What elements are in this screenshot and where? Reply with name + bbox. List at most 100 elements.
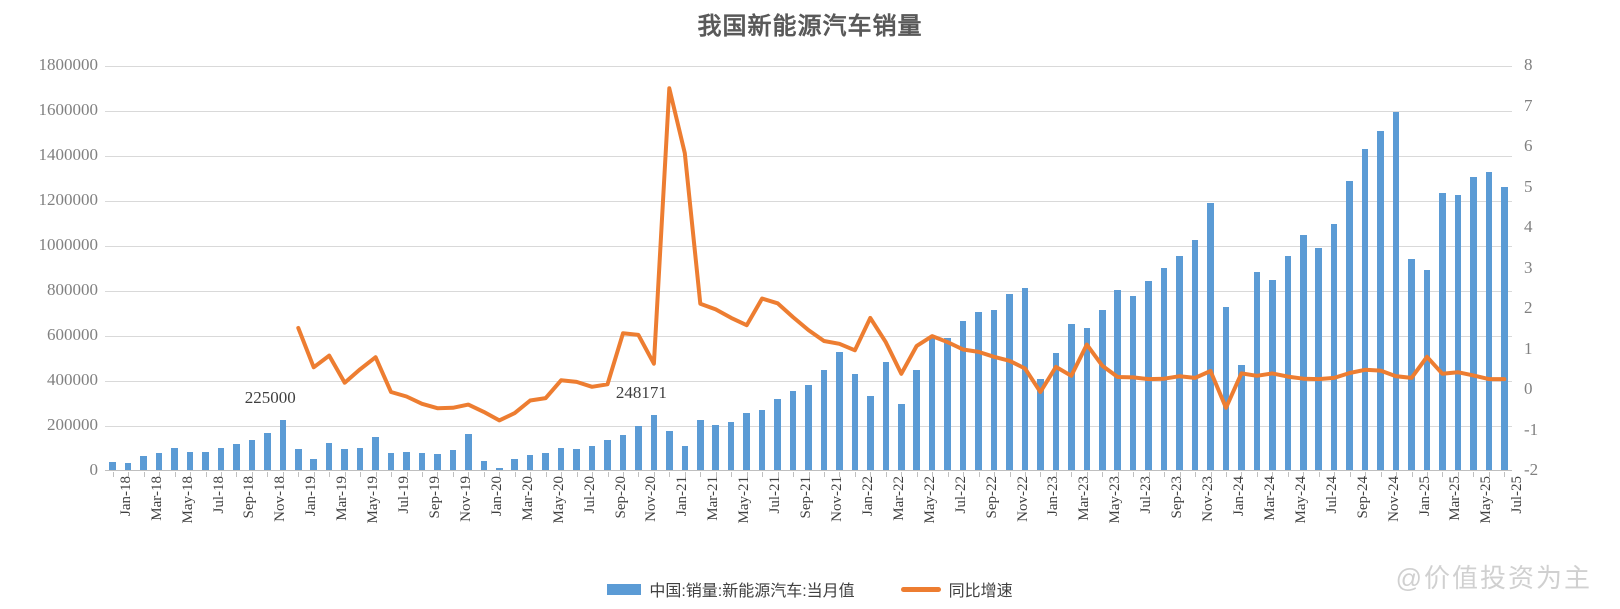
y-right-tick-label: 0 [1524,379,1533,398]
x-tick [669,472,671,477]
bar [789,390,797,471]
x-tick [823,472,825,477]
x-tick [653,472,655,477]
x-tick [1024,472,1026,477]
x-tick [452,472,454,477]
bar [387,453,395,471]
x-tick-label: Sep-21 [798,476,815,519]
x-tick [793,472,795,477]
legend-item-sales[interactable]: 中国:销量:新能源汽车:当月值 [607,577,855,601]
x-tick [1334,472,1336,477]
x-tick-label: Nov-19 [457,476,474,522]
x-tick-label: Mar-23 [1076,476,1093,521]
chart-title: 我国新能源汽车销量 [697,13,923,40]
x-tick-label: Jul-22 [952,476,969,514]
x-tick [916,472,918,477]
x-tick [561,472,563,477]
x-tick [174,472,176,477]
x-tick-label: May-21 [736,476,753,524]
x-tick [128,472,130,477]
x-tick [622,472,624,477]
x-tick [251,472,253,477]
x-tick-label: Jul-21 [767,476,784,514]
x-tick-label: Jul-25 [1509,476,1526,514]
x-tick [190,472,192,477]
x-tick [1365,472,1367,477]
growth-rate-line [296,86,1507,423]
bar [758,410,766,471]
x-tick-label: Jan-21 [674,476,691,516]
gridline [105,66,1512,67]
legend-item-growth[interactable]: 同比增速 [900,577,1013,601]
bar [1454,195,1462,471]
bar [109,462,116,471]
y-right-tick-label: 8 [1524,55,1533,74]
bar [186,452,194,471]
bar [1129,295,1137,471]
x-tick-label: May-22 [921,476,938,524]
x-tick [607,472,609,477]
bar [403,451,410,471]
bar [1300,235,1307,471]
x-tick [205,472,207,477]
x-tick [267,472,269,477]
bar [295,449,302,471]
bar [202,452,209,471]
bar [1330,223,1338,471]
x-tick-label: Sep-22 [983,476,1000,519]
bar [264,432,271,471]
x-tick [375,472,377,477]
bar [1021,287,1029,471]
y-right-tick-label: -2 [1524,460,1539,479]
y-left-tick-label: 1600000 [38,100,99,119]
legend-label-growth: 同比增速 [948,583,1013,600]
x-tick-label: May-19 [365,476,382,524]
x-tick [746,472,748,477]
y-left-tick-label: 400000 [47,370,98,389]
x-tick [313,472,315,477]
x-tick-label: Mar-19 [334,476,351,521]
x-tick [1380,472,1382,477]
x-tick-label: Sep-24 [1354,476,1371,519]
x-tick [1210,472,1212,477]
x-tick [1133,472,1135,477]
x-tick [932,472,934,477]
bar [372,436,379,471]
x-tick-label: Nov-21 [828,476,845,522]
bar [449,449,457,471]
x-tick-label: Jan-24 [1230,476,1247,516]
x-tick-label: Nov-24 [1385,476,1402,522]
gridline [105,156,1512,157]
y-right-tick-label: 4 [1524,217,1533,236]
y-left-tick-label: 1800000 [38,55,99,74]
x-tick [1055,472,1057,477]
y-left-tick-label: 0 [89,460,99,479]
bar [310,459,317,471]
x-tick-label: Nov-20 [643,476,660,522]
x-tick [1117,472,1119,477]
bar [1361,149,1369,471]
x-tick [298,472,300,477]
x-tick [329,472,331,477]
x-tick [344,472,346,477]
bar [1501,187,1508,471]
x-tick [1287,472,1289,477]
bar [805,384,812,471]
bar [1253,272,1261,471]
x-tick [1225,472,1227,477]
x-tick [1164,472,1166,477]
y-left-tick-label: 200000 [47,415,98,434]
x-tick [901,472,903,477]
x-tick [1195,472,1197,477]
bar [681,446,689,471]
bar [820,369,828,471]
bar [635,426,642,471]
bar [619,435,627,471]
bar [1423,270,1431,471]
x-tick [576,472,578,477]
x-tick-label: Jul-24 [1323,476,1340,514]
x-tick [483,472,485,477]
bar [1284,255,1292,471]
x-tick-label: Jan-23 [1045,476,1062,516]
x-tick [994,472,996,477]
